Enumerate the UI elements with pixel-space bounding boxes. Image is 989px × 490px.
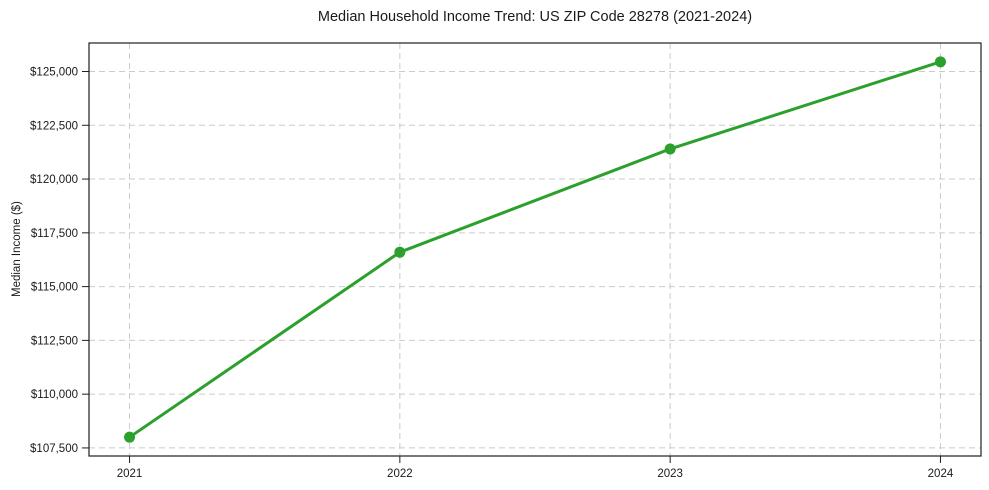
x-tick-label: 2024 <box>928 468 954 480</box>
data-point <box>124 431 136 443</box>
y-tick-label: $107,500 <box>30 443 78 455</box>
plot-border <box>88 42 982 457</box>
x-tick-label: 2021 <box>117 468 143 480</box>
y-tick-label: $125,000 <box>30 67 78 79</box>
x-tick-label: 2023 <box>657 468 683 480</box>
data-point <box>664 143 676 155</box>
y-tick-label: $122,500 <box>30 120 78 132</box>
y-tick-label: $117,500 <box>31 228 78 240</box>
y-tick-label: $115,000 <box>31 282 78 294</box>
data-point <box>934 56 946 68</box>
chart-title: Median Household Income Trend: US ZIP Co… <box>317 9 753 25</box>
x-tick-label: 2022 <box>387 468 413 480</box>
y-tick-label: $112,500 <box>31 335 78 347</box>
trend-line <box>128 60 942 439</box>
y-tick-label: $120,000 <box>30 174 78 186</box>
data-point <box>394 246 406 258</box>
y-tick-label: $110,000 <box>31 389 78 401</box>
